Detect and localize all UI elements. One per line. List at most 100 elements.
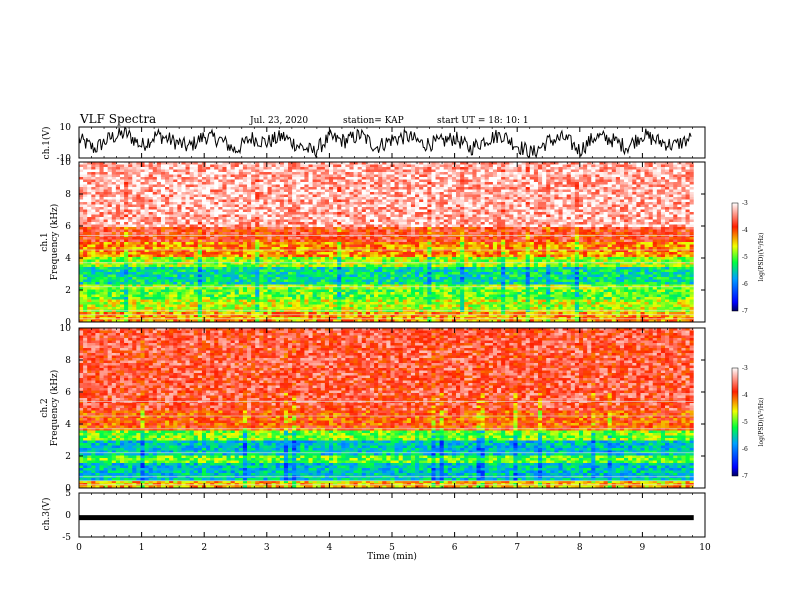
spectrogram-cell xyxy=(292,262,297,265)
spectrogram-cell xyxy=(83,264,88,268)
spectrogram-cell xyxy=(394,244,400,248)
spectrogram-cell xyxy=(308,187,313,190)
spectrogram-cell xyxy=(95,302,100,305)
spectrogram-cell xyxy=(357,212,363,215)
spectrogram-cell xyxy=(91,214,96,218)
spectrogram-cell xyxy=(111,169,117,173)
spectrogram-cell xyxy=(115,194,121,198)
spectrogram-cell xyxy=(304,294,309,298)
spectrogram-cell xyxy=(378,242,383,245)
spectrogram-cell xyxy=(128,279,133,283)
spectrogram-cell xyxy=(390,164,395,168)
spectrogram-cell xyxy=(148,184,154,188)
spectrogram-cell xyxy=(337,312,342,315)
spectrogram-cell xyxy=(374,209,379,213)
spectrogram-cell xyxy=(99,209,104,213)
spectrogram-cell xyxy=(156,229,162,233)
spectrogram-cell xyxy=(119,299,125,303)
spectrogram-cell xyxy=(124,282,129,285)
spectrogram-cell xyxy=(210,227,215,230)
spectrogram-cell xyxy=(234,269,240,273)
spectrogram-cell xyxy=(320,224,326,228)
spectrogram-cell xyxy=(394,164,400,168)
spectrogram-cell xyxy=(374,257,379,260)
spectrogram-cell xyxy=(292,269,297,273)
spectrogram-cell xyxy=(283,239,289,243)
spectrogram-cell xyxy=(242,229,248,233)
spectrogram-cell xyxy=(288,242,293,245)
spectrogram-cell xyxy=(341,239,346,243)
spectrogram-cell xyxy=(312,184,318,188)
spectrogram-cell xyxy=(144,307,150,310)
spectrogram-cell xyxy=(320,237,326,240)
spectrogram-cell xyxy=(214,179,219,183)
spectrogram-cell xyxy=(374,204,379,208)
spectrogram-cell xyxy=(328,212,334,215)
spectrogram-cell xyxy=(345,182,350,185)
spectrogram-cell xyxy=(255,254,260,258)
spectrogram-cell xyxy=(304,289,309,293)
spectrogram-cell xyxy=(296,267,301,270)
spectrogram-cell xyxy=(374,197,379,200)
spectrogram-cell xyxy=(95,222,100,225)
spectrogram-cell xyxy=(365,292,371,295)
spectrogram-cell xyxy=(316,222,322,225)
spectrogram-cell xyxy=(292,299,297,303)
spectrogram-cell xyxy=(99,319,104,323)
spectrogram-cell xyxy=(136,272,141,275)
spectrogram-cell xyxy=(251,292,256,295)
spectrogram-cell xyxy=(247,287,252,290)
spectrogram-cell xyxy=(201,237,207,240)
spectrogram-cell xyxy=(304,204,309,208)
spectrogram-cell xyxy=(365,234,371,238)
spectrogram-cell xyxy=(255,242,260,245)
spectrogram-cell xyxy=(341,304,346,308)
spectrogram-cell xyxy=(107,199,113,203)
spectrogram-cell xyxy=(226,199,232,203)
spectrogram-cell xyxy=(378,319,383,323)
spectrogram-cell xyxy=(308,169,313,173)
spectrogram-cell xyxy=(189,169,195,173)
spectrogram-cell xyxy=(242,282,248,285)
spectrogram-cell xyxy=(283,304,289,308)
spectrogram-cell xyxy=(337,174,342,178)
spectrogram-cell xyxy=(99,302,104,305)
spectrogram-cell xyxy=(328,312,334,315)
spectrogram-cell xyxy=(349,282,354,285)
spectrogram-cell xyxy=(271,214,277,218)
spectrogram-cell xyxy=(119,244,125,248)
spectrogram-cell xyxy=(218,277,223,280)
spectrogram-cell xyxy=(107,239,113,243)
spectrogram-cell xyxy=(308,167,313,170)
spectrogram-cell xyxy=(328,217,334,220)
spectrogram-cell xyxy=(357,254,363,258)
spectrogram-cell xyxy=(91,244,96,248)
spectrogram-cell xyxy=(91,237,96,240)
spectrogram-cell xyxy=(328,174,334,178)
spectrogram-cell xyxy=(214,282,219,285)
spectrogram-cell xyxy=(328,237,334,240)
spectrogram-cell xyxy=(115,319,121,323)
spectrogram-cell xyxy=(292,164,297,168)
spectrogram-cell xyxy=(369,312,375,315)
spectrogram-cell xyxy=(210,197,215,200)
spectrogram-cell xyxy=(140,167,145,170)
spectrogram-cell xyxy=(300,217,305,220)
spectrogram-cell xyxy=(160,214,166,218)
spectrogram-cell xyxy=(148,252,154,255)
spectrogram-cell xyxy=(91,229,96,233)
spectrogram-cell xyxy=(152,184,158,188)
spectrogram-cell xyxy=(247,289,252,293)
spectrogram-cell xyxy=(238,179,244,183)
spectrogram-cell xyxy=(79,294,84,298)
spectrogram-cell xyxy=(197,202,203,205)
spectrogram-cell xyxy=(255,272,260,275)
spectrogram-cell xyxy=(119,174,125,178)
spectrogram-cell xyxy=(144,262,150,265)
spectrogram-cell xyxy=(263,294,268,298)
spectrogram-cell xyxy=(144,269,150,273)
spectrogram-cell xyxy=(193,177,199,180)
spectrogram-cell xyxy=(316,189,322,193)
spectrogram-cell xyxy=(271,269,277,273)
spectrogram-cell xyxy=(83,192,88,195)
